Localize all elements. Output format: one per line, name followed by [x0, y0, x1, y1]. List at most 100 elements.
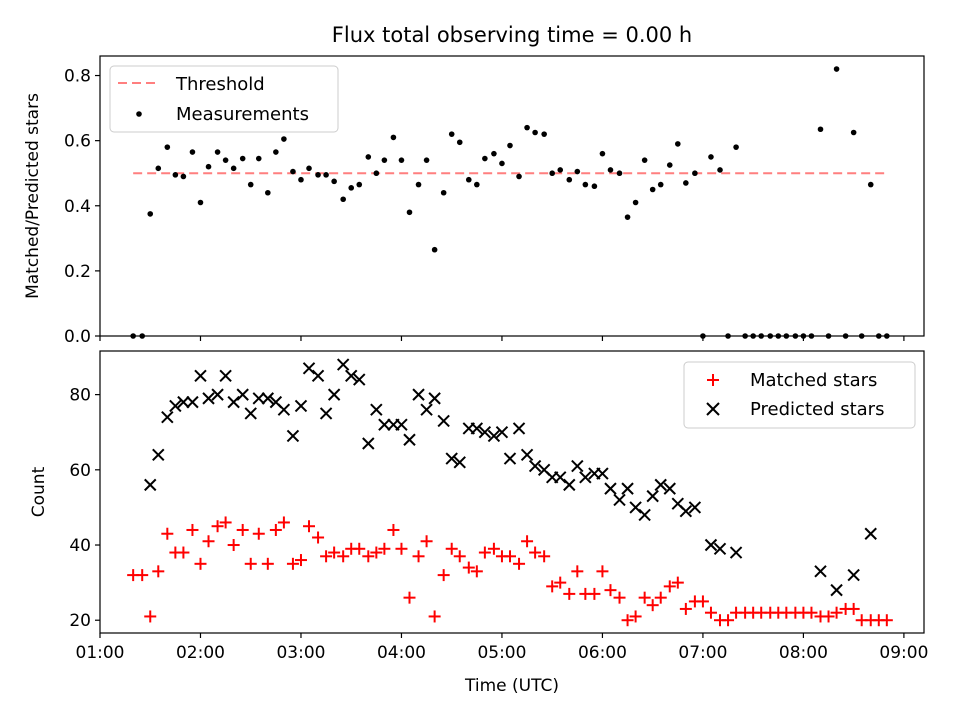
- measurement-point: [172, 172, 179, 178]
- matched-star-point: [152, 565, 165, 578]
- matched-star-point: [629, 610, 642, 623]
- legend-measurements-swatch: [136, 111, 142, 117]
- measurement-point: [616, 170, 623, 177]
- predicted-star-point: [579, 471, 592, 484]
- matched-star-point: [646, 599, 659, 612]
- measurement-point: [440, 189, 447, 196]
- predicted-star-point: [563, 478, 576, 492]
- matched-star-point: [202, 535, 215, 548]
- predicted-star-point: [327, 388, 341, 401]
- predicted-star-point: [211, 388, 224, 401]
- matched-star-point: [805, 606, 818, 619]
- matched-star-point: [704, 606, 717, 619]
- measurement-point: [222, 157, 229, 163]
- measurement-point: [281, 136, 287, 142]
- matched-star-point: [428, 610, 441, 623]
- bottom-plot-frame: [99, 350, 925, 634]
- predicted-star-point: [412, 388, 425, 401]
- matched-star-point: [303, 520, 316, 533]
- matched-star-point: [445, 542, 458, 555]
- measurement-point: [482, 155, 488, 162]
- measurement-point: [431, 246, 438, 253]
- measurement-point: [867, 181, 874, 188]
- matched-star-point: [538, 550, 551, 563]
- measurement-point: [733, 144, 739, 150]
- predicted-star-point: [688, 501, 702, 514]
- predicted-star-point: [169, 399, 182, 413]
- predicted-star-point: [152, 448, 165, 461]
- matched-star-point: [679, 602, 692, 615]
- matched-star-point: [362, 550, 375, 563]
- predicted-star-point: [252, 392, 265, 405]
- x-tick-label: 01:00: [76, 643, 125, 663]
- measurement-point: [155, 165, 162, 172]
- measurement-point: [390, 134, 397, 141]
- measurement-point: [683, 180, 689, 186]
- bottom-y-axis-label: Count: [29, 466, 49, 517]
- matched-star-point: [211, 520, 224, 533]
- predicted-star-point: [478, 426, 492, 439]
- predicted-star-point: [236, 388, 249, 401]
- measurement-point: [331, 178, 337, 185]
- measurement-point: [315, 172, 321, 178]
- measurement-point: [833, 66, 840, 72]
- measurement-point: [197, 199, 204, 206]
- measurement-point: [323, 172, 329, 178]
- bottom-y-tick-label: 20: [69, 611, 91, 631]
- predicted-star-point: [596, 467, 609, 480]
- predicted-star-point: [814, 565, 827, 578]
- predicted-star-point: [177, 395, 190, 409]
- measurement-point: [499, 160, 505, 167]
- top-y-tick-label: 0.8: [64, 67, 91, 87]
- matched-star-point: [613, 591, 626, 604]
- measurement-point: [247, 181, 254, 188]
- predicted-star-point: [370, 403, 383, 416]
- predicted-star-point: [353, 373, 366, 386]
- top-y-tick-label: 0.4: [64, 197, 91, 217]
- predicted-star-point: [554, 471, 567, 484]
- predicted-star-point: [470, 422, 484, 435]
- predicted-star-point: [186, 395, 199, 409]
- predicted-star-point: [302, 362, 316, 375]
- measurement-point: [298, 176, 304, 183]
- matched-star-point: [437, 569, 450, 582]
- predicted-star-point: [487, 429, 501, 443]
- predicted-star-point: [194, 369, 207, 383]
- x-tick-label: 03:00: [276, 643, 325, 663]
- measurement-point: [666, 162, 673, 168]
- matched-star-point: [244, 557, 257, 570]
- x-tick-label: 02:00: [176, 643, 225, 663]
- measurement-point: [230, 165, 237, 172]
- bottom-x-axis: 01:00 02:00 03:00 04:00 05:00 06:00 07:00 08:00…: [76, 633, 928, 663]
- measurement-point: [516, 173, 522, 180]
- legend-matched-label: Matched stars: [750, 370, 877, 391]
- predicted-star-point: [294, 399, 308, 413]
- measurement-point: [239, 155, 246, 162]
- matched-star-point: [186, 523, 199, 536]
- predicted-star-point: [847, 568, 860, 582]
- top-plot-frame: [99, 55, 925, 337]
- predicted-star-point: [495, 426, 509, 439]
- predicted-star-point: [646, 489, 659, 503]
- predicted-star-point: [864, 527, 877, 540]
- predicted-star-point: [528, 459, 542, 473]
- measurement-point: [692, 170, 698, 177]
- measurement-point: [465, 176, 472, 183]
- measurement-point: [649, 186, 656, 193]
- measurement-point: [607, 167, 614, 173]
- measurement-point: [641, 157, 648, 163]
- measurement-point: [265, 189, 271, 196]
- count-plot-panel: 01:00 02:00 03:00 04:00 05:00 06:00 07:00 08:00…: [29, 350, 928, 696]
- measurement-point: [541, 131, 547, 137]
- matched-star-point: [370, 546, 383, 559]
- matched-star-point: [503, 550, 516, 563]
- measurement-point: [474, 181, 480, 188]
- measurement-point: [398, 157, 405, 163]
- matched-star-point: [596, 565, 609, 578]
- matched-star-point: [236, 523, 249, 536]
- measurement-point: [255, 155, 262, 162]
- top-y-tick-label: 0.6: [64, 132, 91, 152]
- matched-star-point: [722, 614, 735, 627]
- measurement-point: [164, 144, 171, 150]
- predicted-star-point: [512, 422, 526, 435]
